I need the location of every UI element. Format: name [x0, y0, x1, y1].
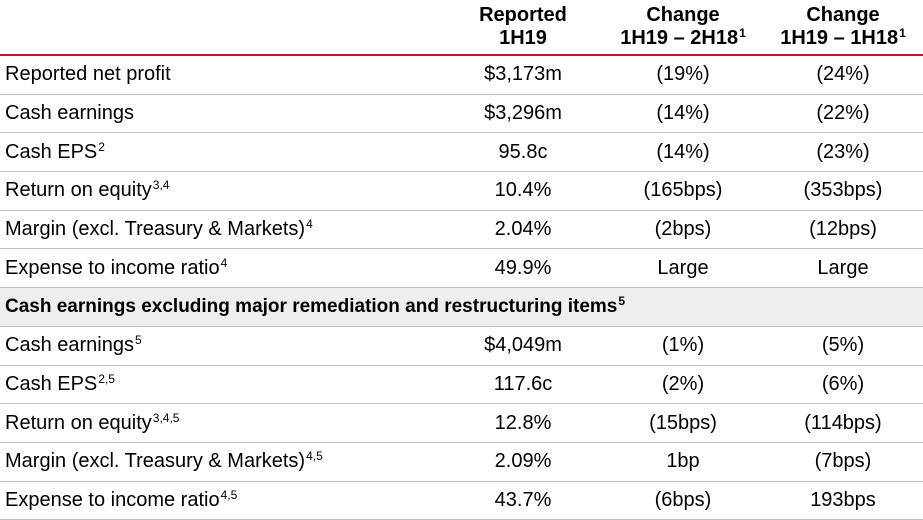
reported-value: 2.09% [443, 442, 603, 482]
header-reported: Reported 1H19 [479, 4, 567, 49]
section-header-row: Cash earnings excluding major remediatio… [0, 287, 923, 327]
table-row: Margin (excl. Treasury & Markets)4 2.04%(… [0, 210, 923, 250]
change-1h18-value: (22%) [763, 94, 923, 134]
table-row: Reported net profit $3,173m (19%) (24%) [0, 55, 923, 95]
footnote-ref: 3,4 [152, 178, 170, 193]
reported-value: $4,049m [443, 326, 603, 366]
footnote-ref: 4,5 [306, 449, 323, 464]
change-2h18-value: 1bp [603, 442, 763, 482]
footnote-ref: 4,5 [220, 487, 238, 502]
table-row: Cash EPS2 95.8c (14%) (23%) [0, 132, 923, 173]
footnote-ref: 4 [220, 255, 228, 270]
change-2h18-value: Large [603, 248, 763, 289]
change-2h18-value: (19%) [603, 55, 763, 95]
row-label: Return on equity3,4 [0, 171, 443, 211]
change-1h18-value: (114bps) [763, 403, 923, 443]
row-label: Cash earnings5 [0, 326, 443, 366]
reported-value: 49.9% [443, 248, 603, 289]
reported-value: 10.4% [443, 171, 603, 211]
header-change-2h18: Change 1H19 – 2H181 [620, 4, 746, 49]
reported-value: $3,173m [443, 55, 603, 95]
footnote-ref: 4 [306, 217, 313, 232]
table-row: Cash earnings5 $4,049m (1%) (5%) [0, 326, 923, 366]
change-2h18-value: (2%) [603, 365, 763, 405]
row-label: Margin (excl. Treasury & Markets)4,5 [0, 442, 443, 482]
change-2h18-value: (15bps) [603, 403, 763, 443]
table-row: Expense to income ratio4 49.9% Large Large [0, 248, 923, 289]
change-2h18-value: (14%) [603, 132, 763, 173]
header-row: Reported 1H19 Change 1H19 – 2H181 Change… [0, 0, 923, 55]
change-1h18-value: (353bps) [763, 171, 923, 211]
row-label: Return on equity3,4,5 [0, 403, 443, 443]
change-1h18-value: (7bps) [763, 442, 923, 482]
change-1h18-value: Large [763, 248, 923, 289]
row-label: Expense to income ratio4 [0, 248, 443, 289]
reported-value: 43.7% [443, 481, 603, 520]
reported-value: 2.04% [443, 210, 603, 250]
change-1h18-value: 193bps [763, 481, 923, 520]
change-2h18-value: (2bps) [603, 210, 763, 250]
table-row: Return on equity3,4,5 12.8% (15bps) (114bps… [0, 403, 923, 443]
table-row: Cash EPS2,5 117.6c (2%) (6%) [0, 365, 923, 405]
change-1h18-value: (6%) [763, 365, 923, 405]
row-label: Expense to income ratio4,5 [0, 481, 443, 520]
section-title: Cash earnings excluding major remediatio… [0, 287, 923, 327]
row-label: Margin (excl. Treasury & Markets)4 [0, 210, 443, 250]
footnote-ref: 5 [618, 293, 626, 308]
table-row: Expense to income ratio4,5 43.7% (6bps) 193… [0, 481, 923, 520]
change-1h18-value: (23%) [763, 132, 923, 173]
change-1h18-value: (5%) [763, 326, 923, 366]
table-row: Return on equity3,4 10.4% (165bps) (353bps) [0, 171, 923, 211]
reported-value: 117.6c [443, 365, 603, 405]
footnote-ref: 3,4,5 [152, 410, 180, 425]
row-label: Reported net profit [0, 55, 443, 95]
table-row: Margin (excl. Treasury & Markets)4,5 2.09… [0, 442, 923, 482]
results-summary: Reported 1H19 Change 1H19 – 2H181 Change… [0, 4, 923, 520]
change-1h18-value: (12bps) [763, 210, 923, 250]
footnote-ref: 2 [98, 139, 105, 154]
row-label: Cash EPS2 [0, 132, 443, 173]
change-2h18-value: (14%) [603, 94, 763, 134]
reported-value: 12.8% [443, 403, 603, 443]
change-1h18-value: (24%) [763, 55, 923, 95]
change-2h18-value: (6bps) [603, 481, 763, 520]
row-label: Cash earnings [0, 94, 443, 134]
row-label: Cash EPS2,5 [0, 365, 443, 405]
table-row: Cash earnings $3,296m (14%) (22%) [0, 94, 923, 134]
reported-value: 95.8c [443, 132, 603, 173]
change-2h18-value: (1%) [603, 326, 763, 366]
header-blank [0, 0, 443, 55]
change-2h18-value: (165bps) [603, 171, 763, 211]
reported-value: $3,296m [443, 94, 603, 134]
footnote-ref: 5 [134, 333, 142, 348]
header-change-1h18: Change 1H19 – 1H181 [780, 4, 906, 49]
footnote-ref: 2,5 [98, 371, 115, 386]
